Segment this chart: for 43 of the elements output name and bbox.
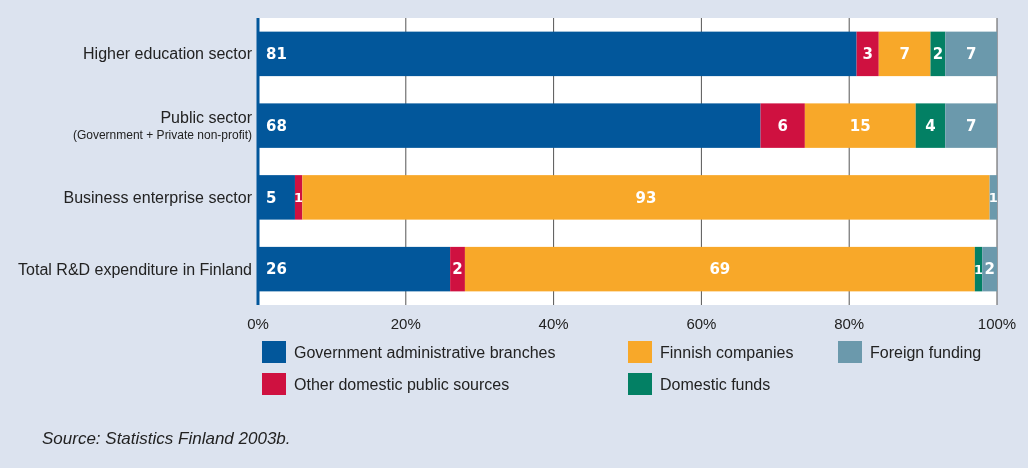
x-tick-label: 40% [538, 315, 569, 332]
data-label: 7 [965, 116, 977, 135]
data-label: 15 [849, 116, 871, 135]
bar [302, 175, 990, 220]
data-label: 7 [899, 45, 910, 64]
y-tick-label: Business enterprise sector [63, 188, 253, 206]
legend-label: Other domestic public sources [294, 375, 510, 393]
data-label: 1 [974, 261, 984, 277]
bar [804, 103, 916, 148]
data-label: 93 [635, 188, 657, 207]
data-label: 4 [925, 116, 936, 135]
legend-label: Domestic funds [660, 375, 771, 393]
data-label: 68 [266, 116, 287, 135]
bar [760, 103, 805, 148]
y-tick-label: Public sector (Government + Private non-profit) [72, 109, 253, 142]
legend-label: Foreign funding [870, 343, 982, 361]
x-tick-label: 80% [834, 315, 865, 332]
x-tick-label: 20% [390, 315, 421, 332]
data-label: 2 [984, 260, 995, 279]
data-label: 2 [452, 260, 463, 279]
x-tick-label: 100% [977, 315, 1017, 332]
y-tick-label: Higher education sector [83, 45, 253, 63]
bar [464, 246, 975, 292]
bar [915, 103, 946, 148]
data-label: 3 [862, 45, 873, 64]
data-label: 7 [965, 45, 977, 64]
x-tick-label: 0% [247, 315, 269, 332]
legend-label: Finnish companies [660, 343, 794, 361]
data-label: 69 [709, 260, 731, 279]
bar [856, 31, 879, 77]
bar [945, 31, 997, 77]
bar [878, 31, 931, 77]
data-label: 26 [266, 260, 287, 279]
legend-label: Government administrative branches [294, 343, 556, 361]
y-tick-label: Total R&D expenditure in Finland [18, 260, 252, 278]
data-label: 6 [777, 116, 788, 135]
source-note: Source: Statistics Finland 2003b. [42, 429, 291, 448]
x-tick-label: 60% [686, 315, 717, 332]
data-label: 5 [266, 188, 277, 207]
data-label: 81 [266, 45, 287, 64]
bar [945, 103, 997, 148]
data-label: 2 [932, 45, 944, 64]
data-label: 1 [988, 189, 998, 205]
